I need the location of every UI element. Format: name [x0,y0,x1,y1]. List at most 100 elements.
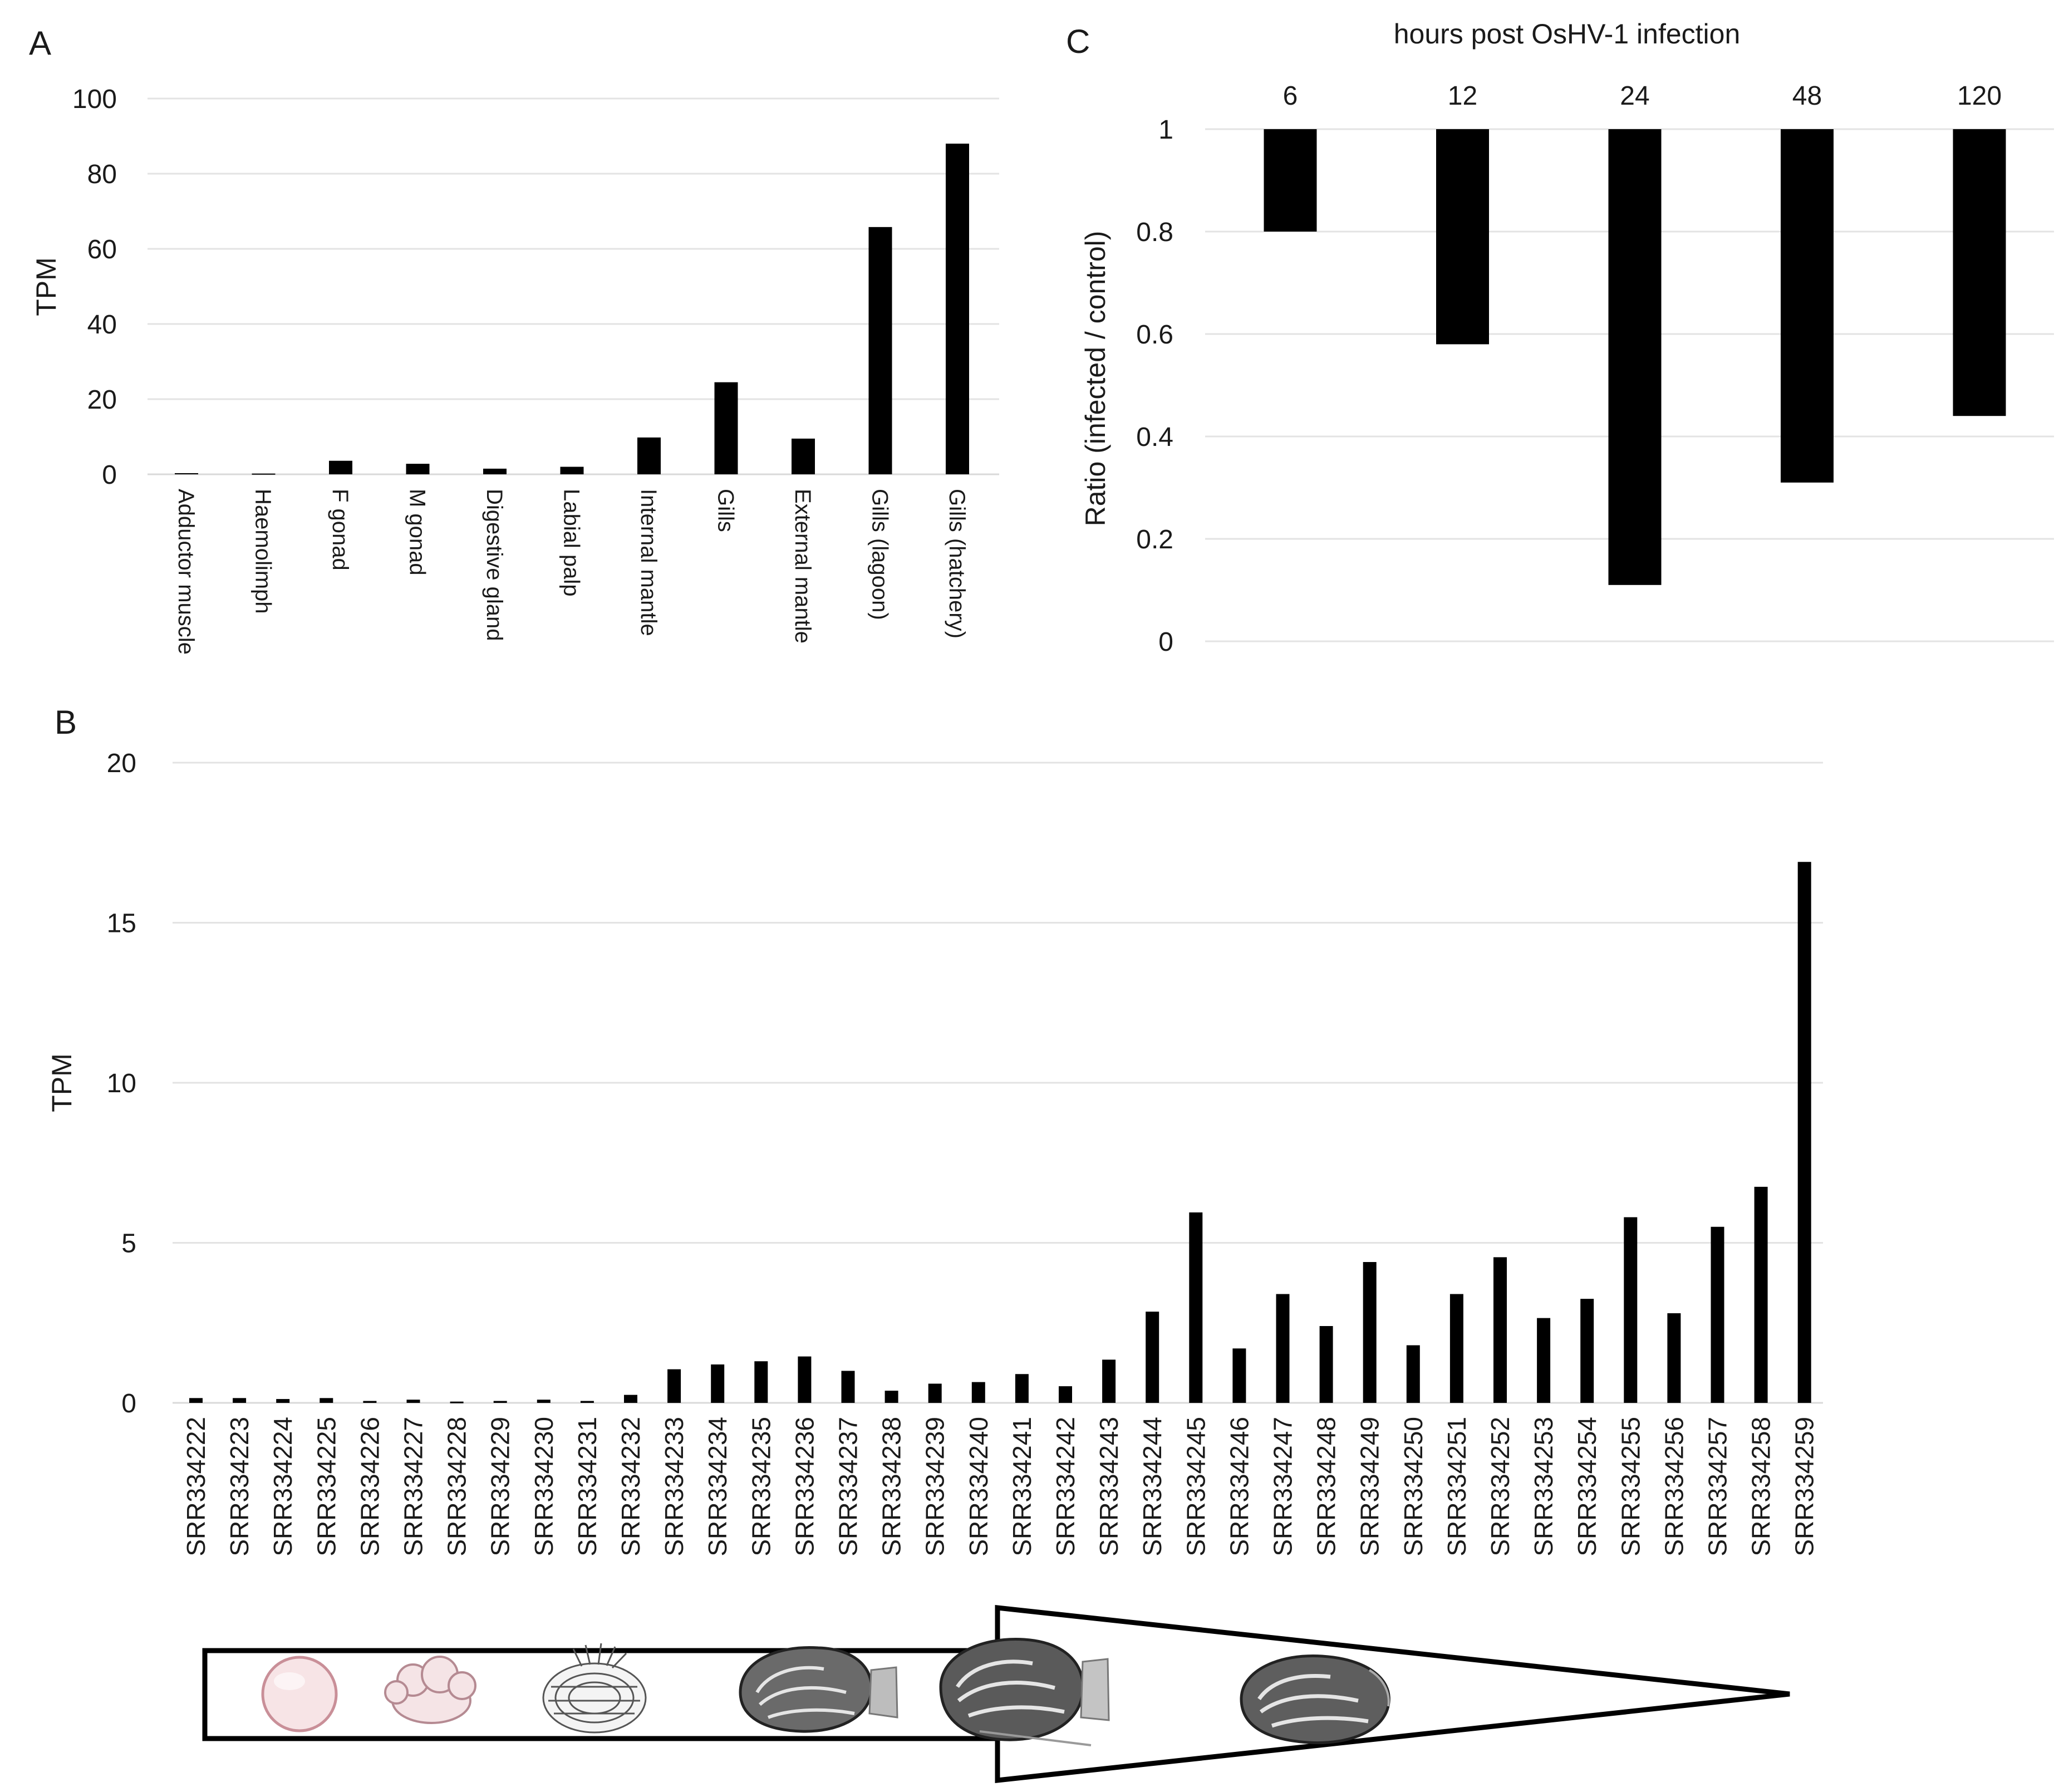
bar-srr334226 [363,1401,377,1403]
bar-srr334247 [1276,1294,1290,1403]
bar-srr334256 [1667,1313,1681,1403]
y-tick-label: 60 [87,235,117,264]
x-tick-label: SRR334238 [877,1417,906,1557]
bar-haemolimph [252,473,276,475]
bar-srr334259 [1797,862,1811,1403]
x-tick-label: SRR334237 [834,1417,863,1557]
larva-icon [542,1643,647,1734]
bar-srr334244 [1146,1312,1159,1403]
x-tick-label: SRR334226 [355,1417,384,1557]
panel-c-letter: C [1066,23,1090,60]
y-tick-label: 0 [121,1389,136,1418]
x-tick-label: 120 [1957,81,2002,111]
y-tick-label: 0.8 [1136,218,1173,247]
x-tick-label: SRR334223 [225,1417,254,1557]
bar-srr334228 [450,1401,464,1403]
x-tick-label: SRR334245 [1181,1417,1210,1557]
bar-srr334230 [537,1400,551,1403]
bar-srr334253 [1537,1318,1551,1403]
bar-internal-mantle [637,437,661,474]
panel-b-chart: B TPM 0 5 10 15 20 SRR334222 SRR334223 SRR3342… [46,704,1823,1557]
bar-f-gonad [329,460,352,474]
bar-srr334222 [189,1398,203,1403]
x-tick-label: 12 [1448,81,1477,111]
x-tick-label: SRR334241 [1008,1417,1036,1557]
bar-srr334254 [1580,1299,1594,1403]
bar-srr334252 [1493,1257,1507,1403]
bar-24h [1608,129,1662,585]
bar-srr334234 [711,1364,725,1403]
panel-b-y-axis-title: TPM [46,1053,77,1112]
x-tick-label: SRR334254 [1572,1417,1601,1557]
y-tick-label: 0.6 [1136,320,1173,350]
bar-srr334257 [1711,1226,1724,1403]
bar-srr334243 [1102,1359,1116,1403]
x-tick-label: SRR334256 [1659,1417,1688,1557]
bar-srr334229 [493,1401,507,1403]
x-tick-label: SRR334258 [1747,1417,1776,1557]
bar-120h [1953,129,2006,416]
y-tick-label: 0.4 [1136,423,1173,452]
x-tick-label: SRR334246 [1225,1417,1254,1557]
bar-srr334248 [1319,1326,1333,1403]
bar-gills-hatchery [946,144,969,474]
y-tick-label: 20 [87,385,117,415]
panel-a-chart: A TPM 0 20 40 60 80 100 Adductor muscle Haemol… [29,24,999,655]
bar-srr334233 [667,1369,681,1403]
x-tick-label: SRR334255 [1616,1417,1645,1557]
x-tick-label: SRR334257 [1703,1417,1732,1557]
bar-srr334232 [624,1395,637,1403]
x-tick-label: Digestive gland [482,489,507,641]
x-tick-label: SRR334231 [573,1417,602,1557]
x-tick-label: SRR334224 [268,1417,297,1557]
x-tick-label: SRR334236 [790,1417,819,1557]
bar-srr334238 [884,1391,898,1403]
x-tick-label: F gonad [328,489,352,571]
bar-labial-palp [560,467,584,474]
y-tick-label: 15 [107,909,136,939]
bar-srr334235 [754,1361,768,1403]
panel-c-chart: C hours post OsHV-1 infection Ratio (inf… [1066,18,2054,657]
bar-adductor-muscle [175,473,198,474]
x-tick-label: 6 [1283,81,1298,111]
juvenile-oyster-icon [939,1638,1110,1746]
bar-srr334249 [1363,1262,1377,1403]
x-tick-label: External mantle [790,489,815,644]
x-tick-label: SRR334228 [443,1417,471,1557]
x-tick-label: 24 [1620,81,1649,111]
x-tick-label: SRR334251 [1442,1417,1471,1557]
y-tick-label: 40 [87,310,117,340]
adult-oyster-icon [1240,1654,1390,1745]
x-tick-label: SRR334235 [746,1417,775,1557]
bar-srr334255 [1624,1217,1638,1403]
bar-48h [1781,129,1834,483]
bar-srr334239 [928,1383,942,1403]
bar-m-gonad [406,464,430,474]
bar-srr334245 [1189,1212,1203,1403]
y-tick-label: 1 [1158,115,1173,145]
bar-gills-lagoon [868,227,892,474]
bar-srr334241 [1015,1374,1029,1403]
bar-srr334227 [406,1400,420,1403]
x-tick-label: Haemolimph [251,489,276,614]
y-tick-label: 20 [107,749,136,778]
bar-srr334242 [1059,1386,1072,1403]
x-tick-label: SRR334250 [1399,1417,1428,1557]
x-tick-label: Gills (lagoon) [868,489,892,620]
x-tick-label: SRR334233 [660,1417,689,1557]
bar-digestive-gland [483,468,507,474]
bar-srr334251 [1449,1294,1463,1403]
x-tick-label: SRR334239 [921,1417,950,1557]
x-tick-label: Labial palp [559,489,584,597]
bar-external-mantle [792,438,815,474]
x-tick-label: SRR334232 [616,1417,645,1557]
x-tick-label: SRR334229 [486,1417,515,1557]
egg-icon [261,1656,338,1732]
bar-srr334224 [276,1399,290,1403]
bar-srr334225 [320,1398,333,1403]
x-tick-label: Gills [714,489,738,532]
bar-12h [1436,129,1489,345]
panel-a-y-axis-title: TPM [31,257,62,316]
y-tick-label: 0.2 [1136,525,1173,554]
x-tick-label: SRR334242 [1051,1417,1080,1557]
